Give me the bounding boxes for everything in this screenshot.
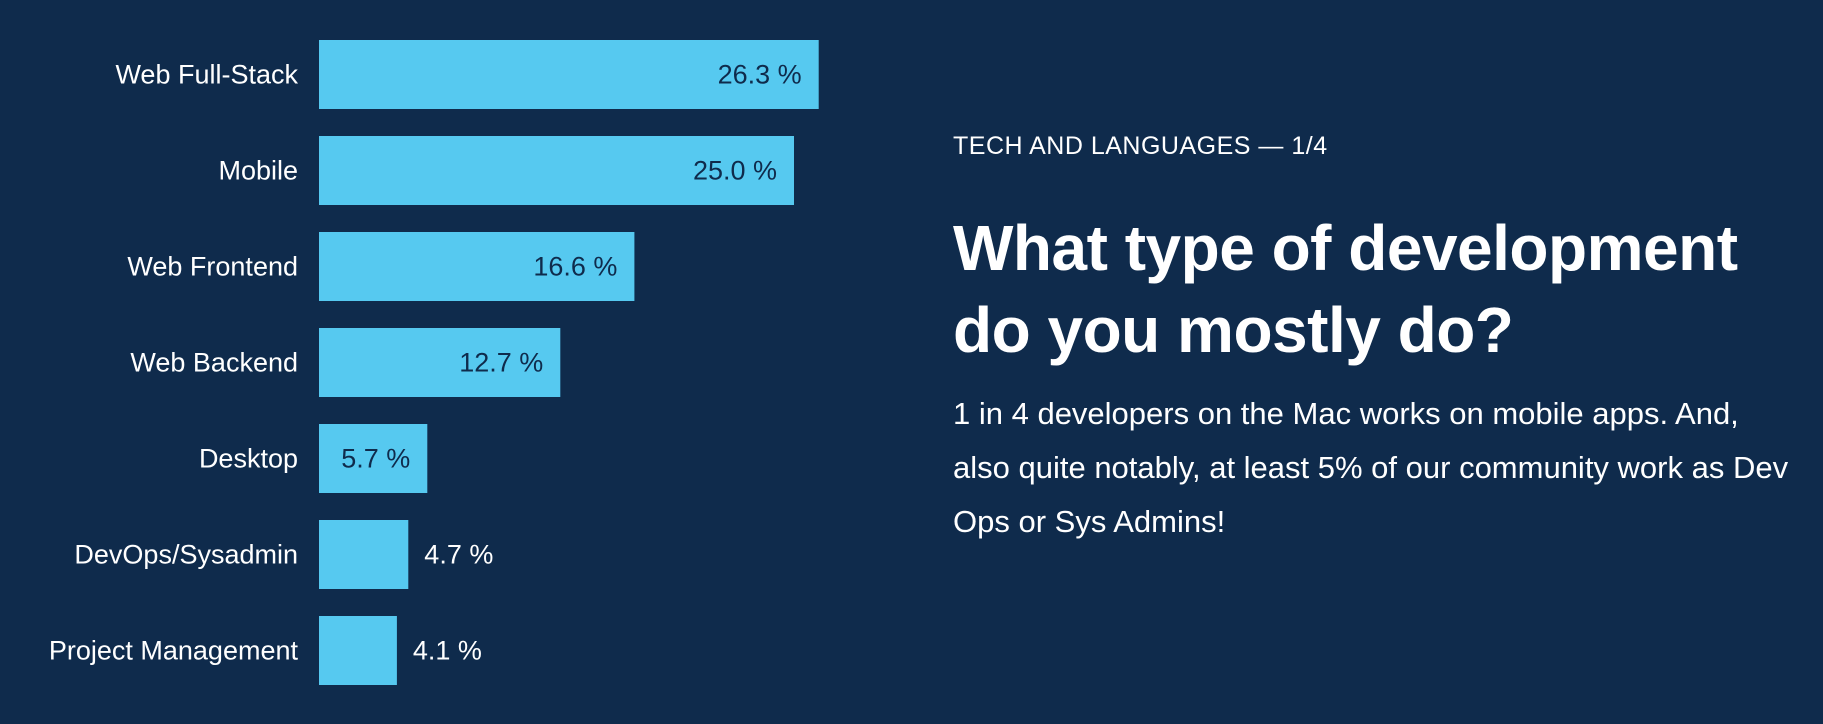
- bar: [319, 136, 794, 205]
- bar: [319, 616, 397, 685]
- bar: [319, 232, 635, 301]
- bar: [319, 424, 428, 493]
- category-label: DevOps/Sysadmin: [74, 540, 298, 570]
- section-label: TECH AND LANGUAGES — 1/4: [953, 132, 1328, 160]
- value-label: 12.7 %: [459, 348, 543, 378]
- bar: [319, 40, 819, 109]
- bar: [319, 328, 561, 397]
- development-type-bar-chart: Web Full-Stack 26.3 % Mobile 25.0 % Web Fron…: [49, 40, 819, 685]
- value-label: 5.7 %: [341, 444, 410, 474]
- body-text: 1 in 4 developers on the Mac works on mo…: [953, 396, 1789, 539]
- value-label: 4.1 %: [413, 636, 482, 666]
- value-label: 16.6 %: [533, 252, 617, 282]
- value-label: 4.7 %: [424, 540, 493, 570]
- category-label: Web Backend: [130, 348, 298, 378]
- bar: [319, 520, 409, 589]
- category-label: Mobile: [218, 156, 298, 186]
- category-label: Web Full-Stack: [115, 60, 298, 90]
- value-label: 25.0 %: [693, 156, 777, 186]
- text-panel: TECH AND LANGUAGES — 1/4 What type of de…: [953, 132, 1793, 549]
- value-label: 26.3 %: [718, 60, 802, 90]
- category-label: Web Frontend: [127, 252, 298, 282]
- headline: What type of development do you mostly d…: [953, 212, 1738, 366]
- category-label: Project Management: [49, 636, 299, 666]
- category-label: Desktop: [199, 444, 298, 474]
